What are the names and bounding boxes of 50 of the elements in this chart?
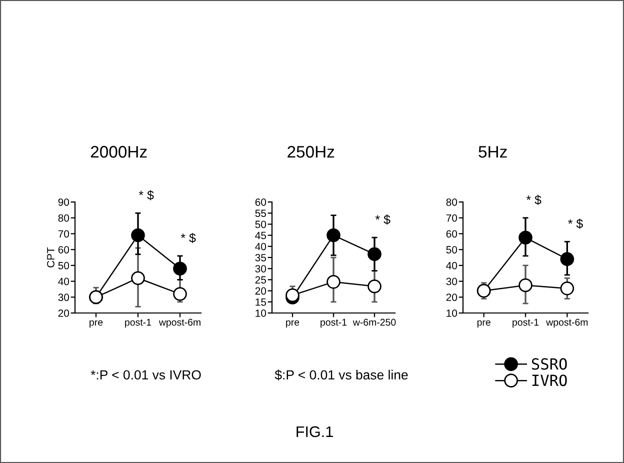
y-tick-label: 40 <box>446 262 458 270</box>
caption: FIG.1 <box>296 426 333 438</box>
y-tick-label: 45 <box>255 232 266 240</box>
y-tick-label: 55 <box>255 210 266 217</box>
y-tick-label: 20 <box>255 287 266 295</box>
y-tick-label: 25 <box>255 276 266 284</box>
y-axis-title: CPT <box>47 247 54 268</box>
y-tick-label: 90 <box>58 198 70 206</box>
annotation: * $ <box>568 218 583 229</box>
y-tick-label: 80 <box>446 198 458 206</box>
y-tick-label: 40 <box>255 242 266 250</box>
y-tick-label: 35 <box>255 254 266 262</box>
x-tick-label: wpost-6m <box>158 318 200 328</box>
x-tick-label: pre <box>286 320 300 328</box>
x-tick-label: pre <box>477 320 490 328</box>
y-tick-label: 30 <box>446 278 458 286</box>
x-tick-label: w-6m-250 <box>352 318 396 326</box>
legend-label: SSRO <box>532 358 567 370</box>
y-tick-label: 50 <box>255 220 266 228</box>
y-tick-label: 30 <box>255 265 266 272</box>
text: *:P < 0.01 vs IVRO <box>90 370 201 380</box>
annotation: * $ <box>526 194 542 206</box>
annotation: * $ <box>375 214 390 225</box>
annotation: * $ <box>180 232 196 244</box>
y-tick-label: 10 <box>256 310 266 317</box>
y-tick-label: 50 <box>446 246 458 254</box>
annotation: * $ <box>138 190 154 200</box>
y-tick-label: 15 <box>256 298 266 306</box>
x-tick-label: post-1 <box>125 318 152 328</box>
y-tick-label: 60 <box>255 198 266 206</box>
chart-title: 250Hz <box>288 146 334 158</box>
text: $:P < 0.01 vs base line <box>274 370 408 380</box>
y-tick-label: 60 <box>446 230 458 238</box>
chart-title: 2000Hz <box>90 146 147 158</box>
y-tick-label: 10 <box>446 310 458 317</box>
y-tick-label: 70 <box>58 230 70 238</box>
y-tick-label: 20 <box>446 294 458 302</box>
x-tick-label: wpost-6m <box>546 318 588 328</box>
x-tick-label: post-1 <box>512 318 539 328</box>
y-tick-label: 60 <box>58 246 70 254</box>
y-tick-label: 80 <box>58 214 70 222</box>
legend-label: IVRO <box>532 374 567 386</box>
y-tick-label: 30 <box>58 294 70 302</box>
y-tick-label: 50 <box>58 262 70 270</box>
x-tick-label: post-1 <box>320 318 347 328</box>
y-tick-label: 20 <box>58 310 70 317</box>
y-tick-label: 70 <box>446 214 458 222</box>
x-tick-label: pre <box>90 320 103 328</box>
chart-title: 5Hz <box>478 146 507 158</box>
y-tick-label: 40 <box>58 278 70 286</box>
